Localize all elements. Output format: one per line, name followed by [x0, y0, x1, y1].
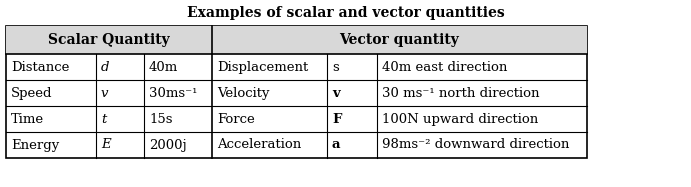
Text: t: t	[101, 113, 106, 125]
Text: Acceleration: Acceleration	[217, 139, 301, 151]
Bar	[6, 26, 587, 158]
Text: Speed: Speed	[11, 87, 53, 99]
Text: Distance: Distance	[11, 61, 69, 73]
Text: 15s: 15s	[149, 113, 173, 125]
Text: 40m east direction: 40m east direction	[382, 61, 507, 73]
Text: a: a	[332, 139, 341, 151]
Text: Vector quantity: Vector quantity	[339, 33, 460, 47]
Text: s: s	[332, 61, 339, 73]
Text: d: d	[101, 61, 109, 73]
Text: E: E	[101, 139, 111, 151]
Text: v: v	[101, 87, 108, 99]
Text: 30 ms⁻¹ north direction: 30 ms⁻¹ north direction	[382, 87, 540, 99]
Text: 98ms⁻² downward direction: 98ms⁻² downward direction	[382, 139, 569, 151]
Text: 40m: 40m	[149, 61, 178, 73]
Text: v: v	[332, 87, 340, 99]
Text: Displacement: Displacement	[217, 61, 308, 73]
Text: Velocity: Velocity	[217, 87, 269, 99]
Text: Force: Force	[217, 113, 255, 125]
Text: F: F	[332, 113, 341, 125]
Text: Scalar Quantity: Scalar Quantity	[48, 33, 170, 47]
Text: Time: Time	[11, 113, 44, 125]
Text: Energy: Energy	[11, 139, 59, 151]
Text: Examples of scalar and vector quantities: Examples of scalar and vector quantities	[187, 6, 504, 20]
Text: 2000j: 2000j	[149, 139, 187, 151]
Text: 30ms⁻¹: 30ms⁻¹	[149, 87, 198, 99]
Text: 100N upward direction: 100N upward direction	[382, 113, 538, 125]
Bar	[6, 26, 587, 54]
